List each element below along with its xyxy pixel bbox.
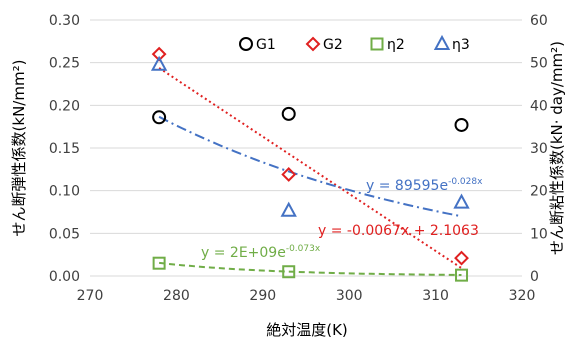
y-tick-label-right: 20 [530, 184, 548, 200]
legend: G1 G2 η2 η3 [239, 34, 470, 53]
y-tick-label-left: 0.30 [49, 13, 80, 29]
y-tick-label-left: 0.05 [49, 226, 80, 242]
y-tick-label-right: 30 [530, 141, 548, 157]
x-tick-label: 280 [163, 288, 190, 304]
legend-marker-g1 [239, 37, 253, 51]
trendline-label-g2: y = -0.0067x + 2.1063 [318, 223, 479, 239]
y-tick-label-left: 0.25 [49, 56, 80, 72]
x-tick-label: 320 [509, 288, 536, 304]
legend-label-eta2: η2 [387, 37, 405, 53]
data-point-g2 [454, 250, 469, 266]
trendline-g2 [158, 67, 463, 269]
y-axis-title-left: せん断弾性係数(kN/mm²) [10, 60, 28, 237]
data-point-eta2 [152, 256, 166, 270]
gridlines [90, 19, 522, 277]
trendline-eta2 [158, 261, 462, 276]
y-tick-label-right: 40 [530, 98, 548, 114]
legend-label-eta3: η3 [452, 37, 470, 53]
trendline-label-eta3-exponent: -0.028x [448, 177, 483, 187]
tick-labels: 0.00 0.05 0.10 0.15 0.20 0.25 0.30 0 10 20 30 40 50 6… [49, 13, 548, 304]
data-markers [150, 46, 470, 282]
data-point-eta2 [282, 265, 296, 279]
trendline-eta3 [158, 115, 462, 218]
trendline-label-eta2-exponent: -0.073x [286, 244, 321, 254]
x-tick-label: 300 [336, 288, 363, 304]
x-axis-title: 絶対温度(K) [266, 321, 348, 339]
y-tick-label-left: 0.20 [49, 98, 80, 114]
x-tick-label: 270 [77, 288, 104, 304]
trendline-label-eta3: y = 89595e-0.028x [366, 177, 483, 194]
y-tick-label-right: 0 [530, 269, 539, 285]
trendline-label-eta3-main: y = 89595e [366, 178, 448, 194]
data-point-eta3 [453, 193, 470, 209]
trendline-label-eta2-main: y = 2E+09e [201, 245, 286, 261]
x-tick-label: 310 [422, 288, 449, 304]
y-tick-label-right: 60 [530, 13, 548, 29]
y-tick-label-right: 50 [530, 56, 548, 72]
data-point-g1 [281, 106, 296, 121]
y-axis-title-right: せん断粘性係数(kN· day/mm²) [548, 41, 566, 255]
legend-marker-g2 [305, 36, 321, 52]
x-tick-label: 290 [249, 288, 276, 304]
legend-marker-eta3 [433, 34, 451, 50]
y-tick-label-left: 0.10 [49, 184, 80, 200]
legend-label-g2: G2 [323, 37, 343, 53]
data-point-g1 [454, 117, 469, 132]
legend-marker-eta2 [370, 37, 384, 51]
legend-label-g1: G1 [256, 37, 276, 53]
data-point-eta2 [455, 268, 469, 282]
y-tick-label-left: 0.00 [49, 269, 80, 285]
data-point-g1 [152, 110, 167, 125]
y-tick-label-left: 0.15 [49, 141, 80, 157]
trendlines [158, 67, 463, 276]
y-tick-label-right: 10 [530, 226, 548, 242]
trendline-label-eta2: y = 2E+09e-0.073x [201, 244, 321, 261]
data-point-g2 [281, 167, 297, 182]
data-point-g2 [151, 46, 167, 62]
data-point-eta3 [150, 55, 168, 71]
data-point-eta3 [280, 201, 297, 217]
